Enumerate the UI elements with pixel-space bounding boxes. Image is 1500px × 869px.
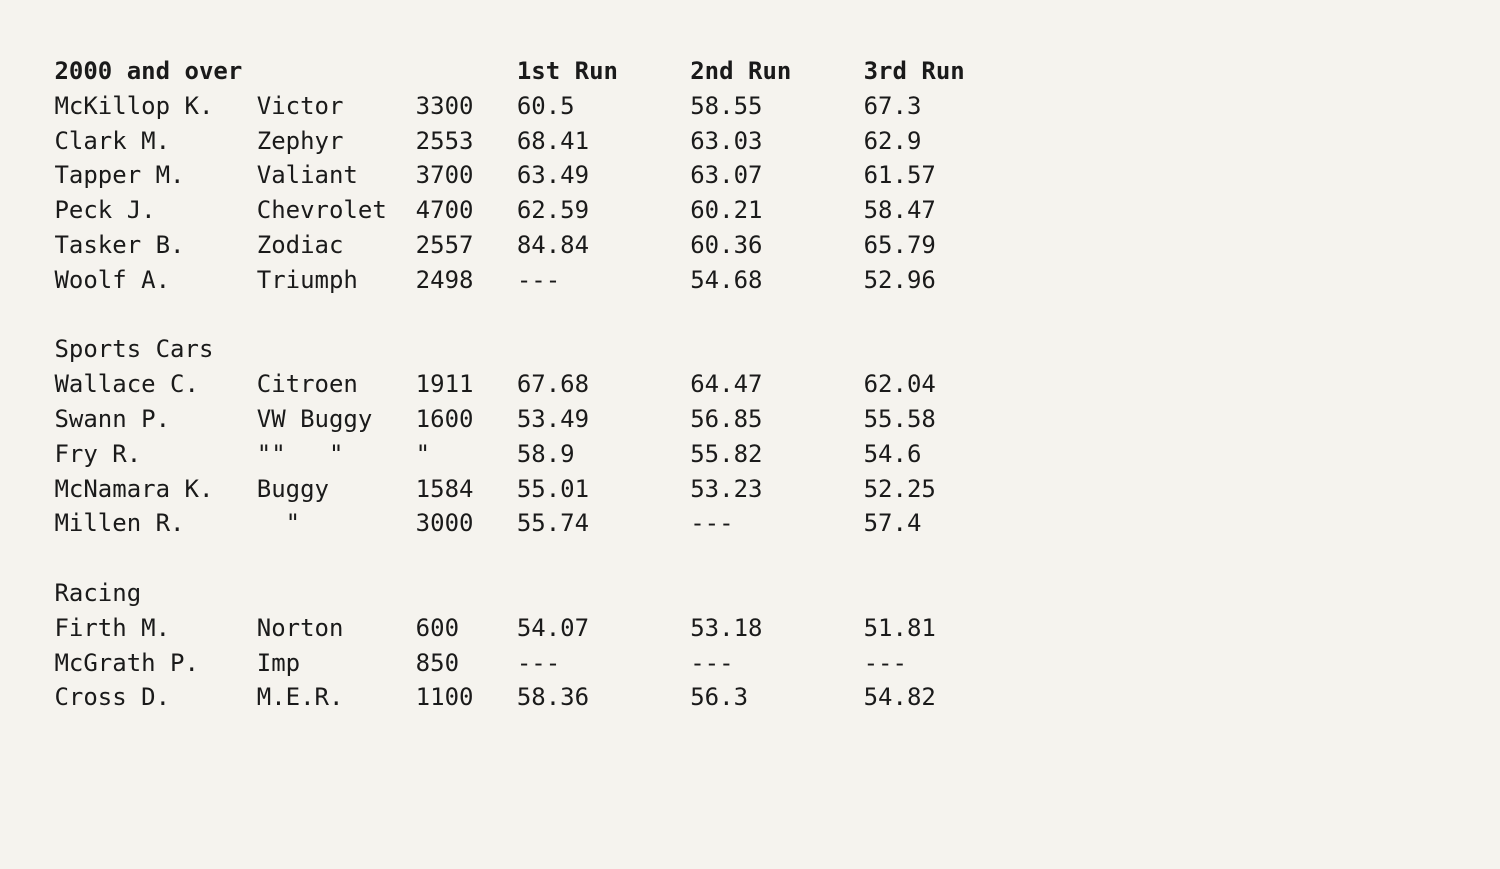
result-row: Firth M. Norton 600 54.07 53.18 51.81 [40,614,936,642]
result-row: Clark M. Zephyr 2553 68.41 63.03 62.9 [40,127,921,155]
result-row: Fry R. "" " " 58.9 55.82 54.6 [40,440,921,468]
result-row: Wallace C. Citroen 1911 67.68 64.47 62.0… [40,370,936,398]
result-row: Tasker B. Zodiac 2557 84.84 60.36 65.79 [40,231,936,259]
section-title: Sports Cars [40,335,213,363]
result-row: Tapper M. Valiant 3700 63.49 63.07 61.57 [40,161,936,189]
results-sheet: 2000 and over 1st Run 2nd Run 3rd Run Mc… [40,54,1460,715]
result-row: Peck J. Chevrolet 4700 62.59 60.21 58.47 [40,196,936,224]
header-row: 2000 and over 1st Run 2nd Run 3rd Run [40,57,965,85]
result-row: Swann P. VW Buggy 1600 53.49 56.85 55.58 [40,405,936,433]
result-row: McNamara K. Buggy 1584 55.01 53.23 52.25 [40,475,936,503]
result-row: McGrath P. Imp 850 --- --- --- [40,649,907,677]
result-row: Millen R. " 3000 55.74 --- 57.4 [40,509,921,537]
result-row: McKillop K. Victor 3300 60.5 58.55 67.3 [40,92,921,120]
result-row: Cross D. M.E.R. 1100 58.36 56.3 54.82 [40,683,936,711]
result-row: Woolf A. Triumph 2498 --- 54.68 52.96 [40,266,936,294]
section-title: Racing [40,579,141,607]
